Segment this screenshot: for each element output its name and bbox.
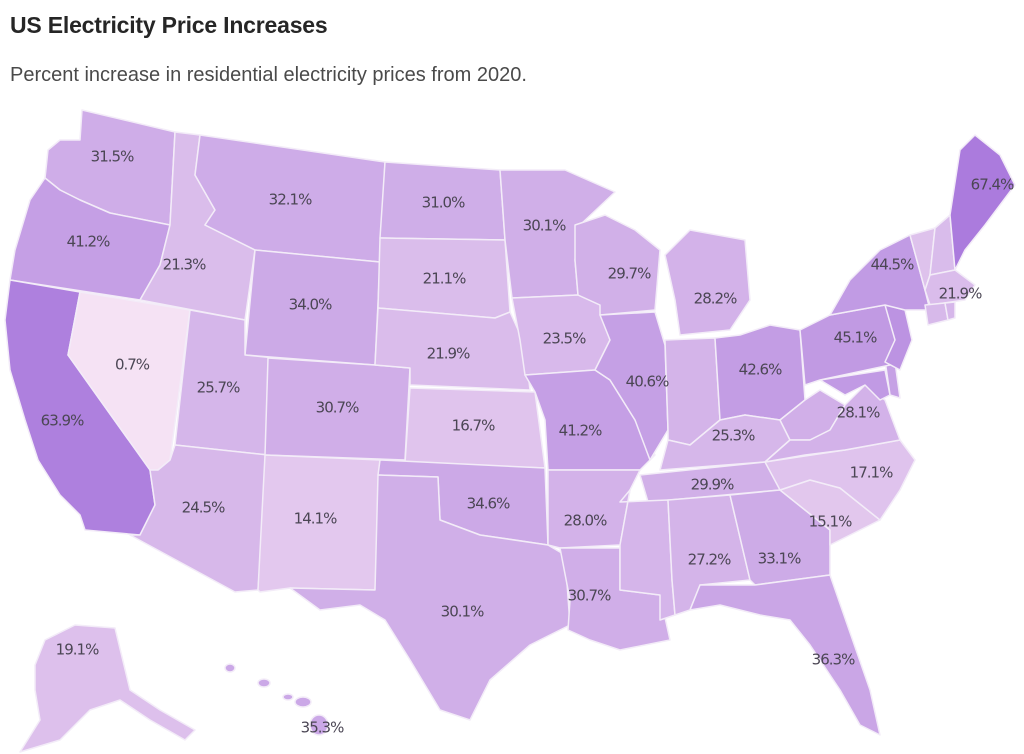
value-label-nevada: 0.7%	[115, 356, 150, 374]
chart-subtitle: Percent increase in residential electric…	[10, 64, 527, 86]
value-label-colorado: 30.7%	[316, 399, 359, 417]
state-alaska	[19, 624, 196, 753]
state-maryland	[819, 369, 891, 401]
value-label-virginia: 28.1%	[837, 404, 880, 422]
value-label-texas: 30.1%	[441, 603, 484, 621]
value-label-new-mexico: 14.1%	[294, 510, 337, 528]
state-ct	[924, 302, 949, 326]
state-ri	[944, 301, 956, 321]
value-label-kentucky: 25.3%	[712, 427, 755, 445]
value-label-north-carolina: 17.1%	[850, 464, 893, 482]
value-label-arizona: 24.5%	[182, 499, 225, 517]
value-label-nebraska: 21.9%	[427, 345, 470, 363]
value-label-utah: 25.7%	[197, 379, 240, 397]
value-label-oklahoma: 34.6%	[467, 495, 510, 513]
value-label-iowa: 23.5%	[543, 330, 586, 348]
value-label-massachusetts: 21.9%	[939, 285, 982, 303]
value-label-south-carolina: 15.1%	[809, 513, 852, 531]
value-label-montana: 32.1%	[269, 191, 312, 209]
value-label-louisiana: 30.7%	[568, 587, 611, 605]
state-illinois	[594, 311, 669, 461]
value-label-wisconsin: 29.7%	[608, 265, 651, 283]
value-label-new-york: 44.5%	[871, 256, 914, 274]
value-label-south-dakota: 21.1%	[423, 270, 466, 288]
value-label-california: 63.9%	[41, 412, 84, 430]
value-label-georgia: 33.1%	[758, 550, 801, 568]
value-label-florida: 36.3%	[812, 651, 855, 669]
state-hawaii	[224, 663, 329, 736]
value-label-hawaii: 35.3%	[301, 719, 344, 737]
state-colorado	[264, 357, 411, 461]
value-label-alabama: 27.2%	[688, 551, 731, 569]
state-virginia	[764, 384, 901, 463]
value-label-tennessee: 29.9%	[691, 476, 734, 494]
state-michigan	[664, 229, 751, 336]
value-label-illinois: 40.6%	[626, 373, 669, 391]
value-label-idaho: 21.3%	[163, 256, 206, 274]
chart-title: US Electricity Price Increases	[10, 12, 328, 38]
state-wisconsin	[574, 214, 661, 316]
state-florida	[689, 574, 881, 736]
value-label-missouri: 41.2%	[559, 422, 602, 440]
state-nebraska	[374, 307, 531, 391]
value-label-wyoming: 34.0%	[289, 296, 332, 314]
value-label-arkansas: 28.0%	[564, 512, 607, 530]
value-label-michigan: 28.2%	[694, 290, 737, 308]
state-maine	[949, 134, 1016, 271]
value-label-washington: 31.5%	[91, 148, 134, 166]
value-label-maine: 67.4%	[971, 176, 1014, 194]
value-label-alaska: 19.1%	[56, 641, 99, 659]
state-texas	[289, 474, 571, 721]
value-label-minnesota: 30.1%	[523, 217, 566, 235]
value-label-ohio: 42.6%	[739, 361, 782, 379]
value-label-oregon: 41.2%	[67, 233, 110, 251]
value-label-pennsylvania: 45.1%	[834, 329, 877, 347]
value-label-north-dakota: 31.0%	[422, 194, 465, 212]
value-label-kansas: 16.7%	[452, 417, 495, 435]
